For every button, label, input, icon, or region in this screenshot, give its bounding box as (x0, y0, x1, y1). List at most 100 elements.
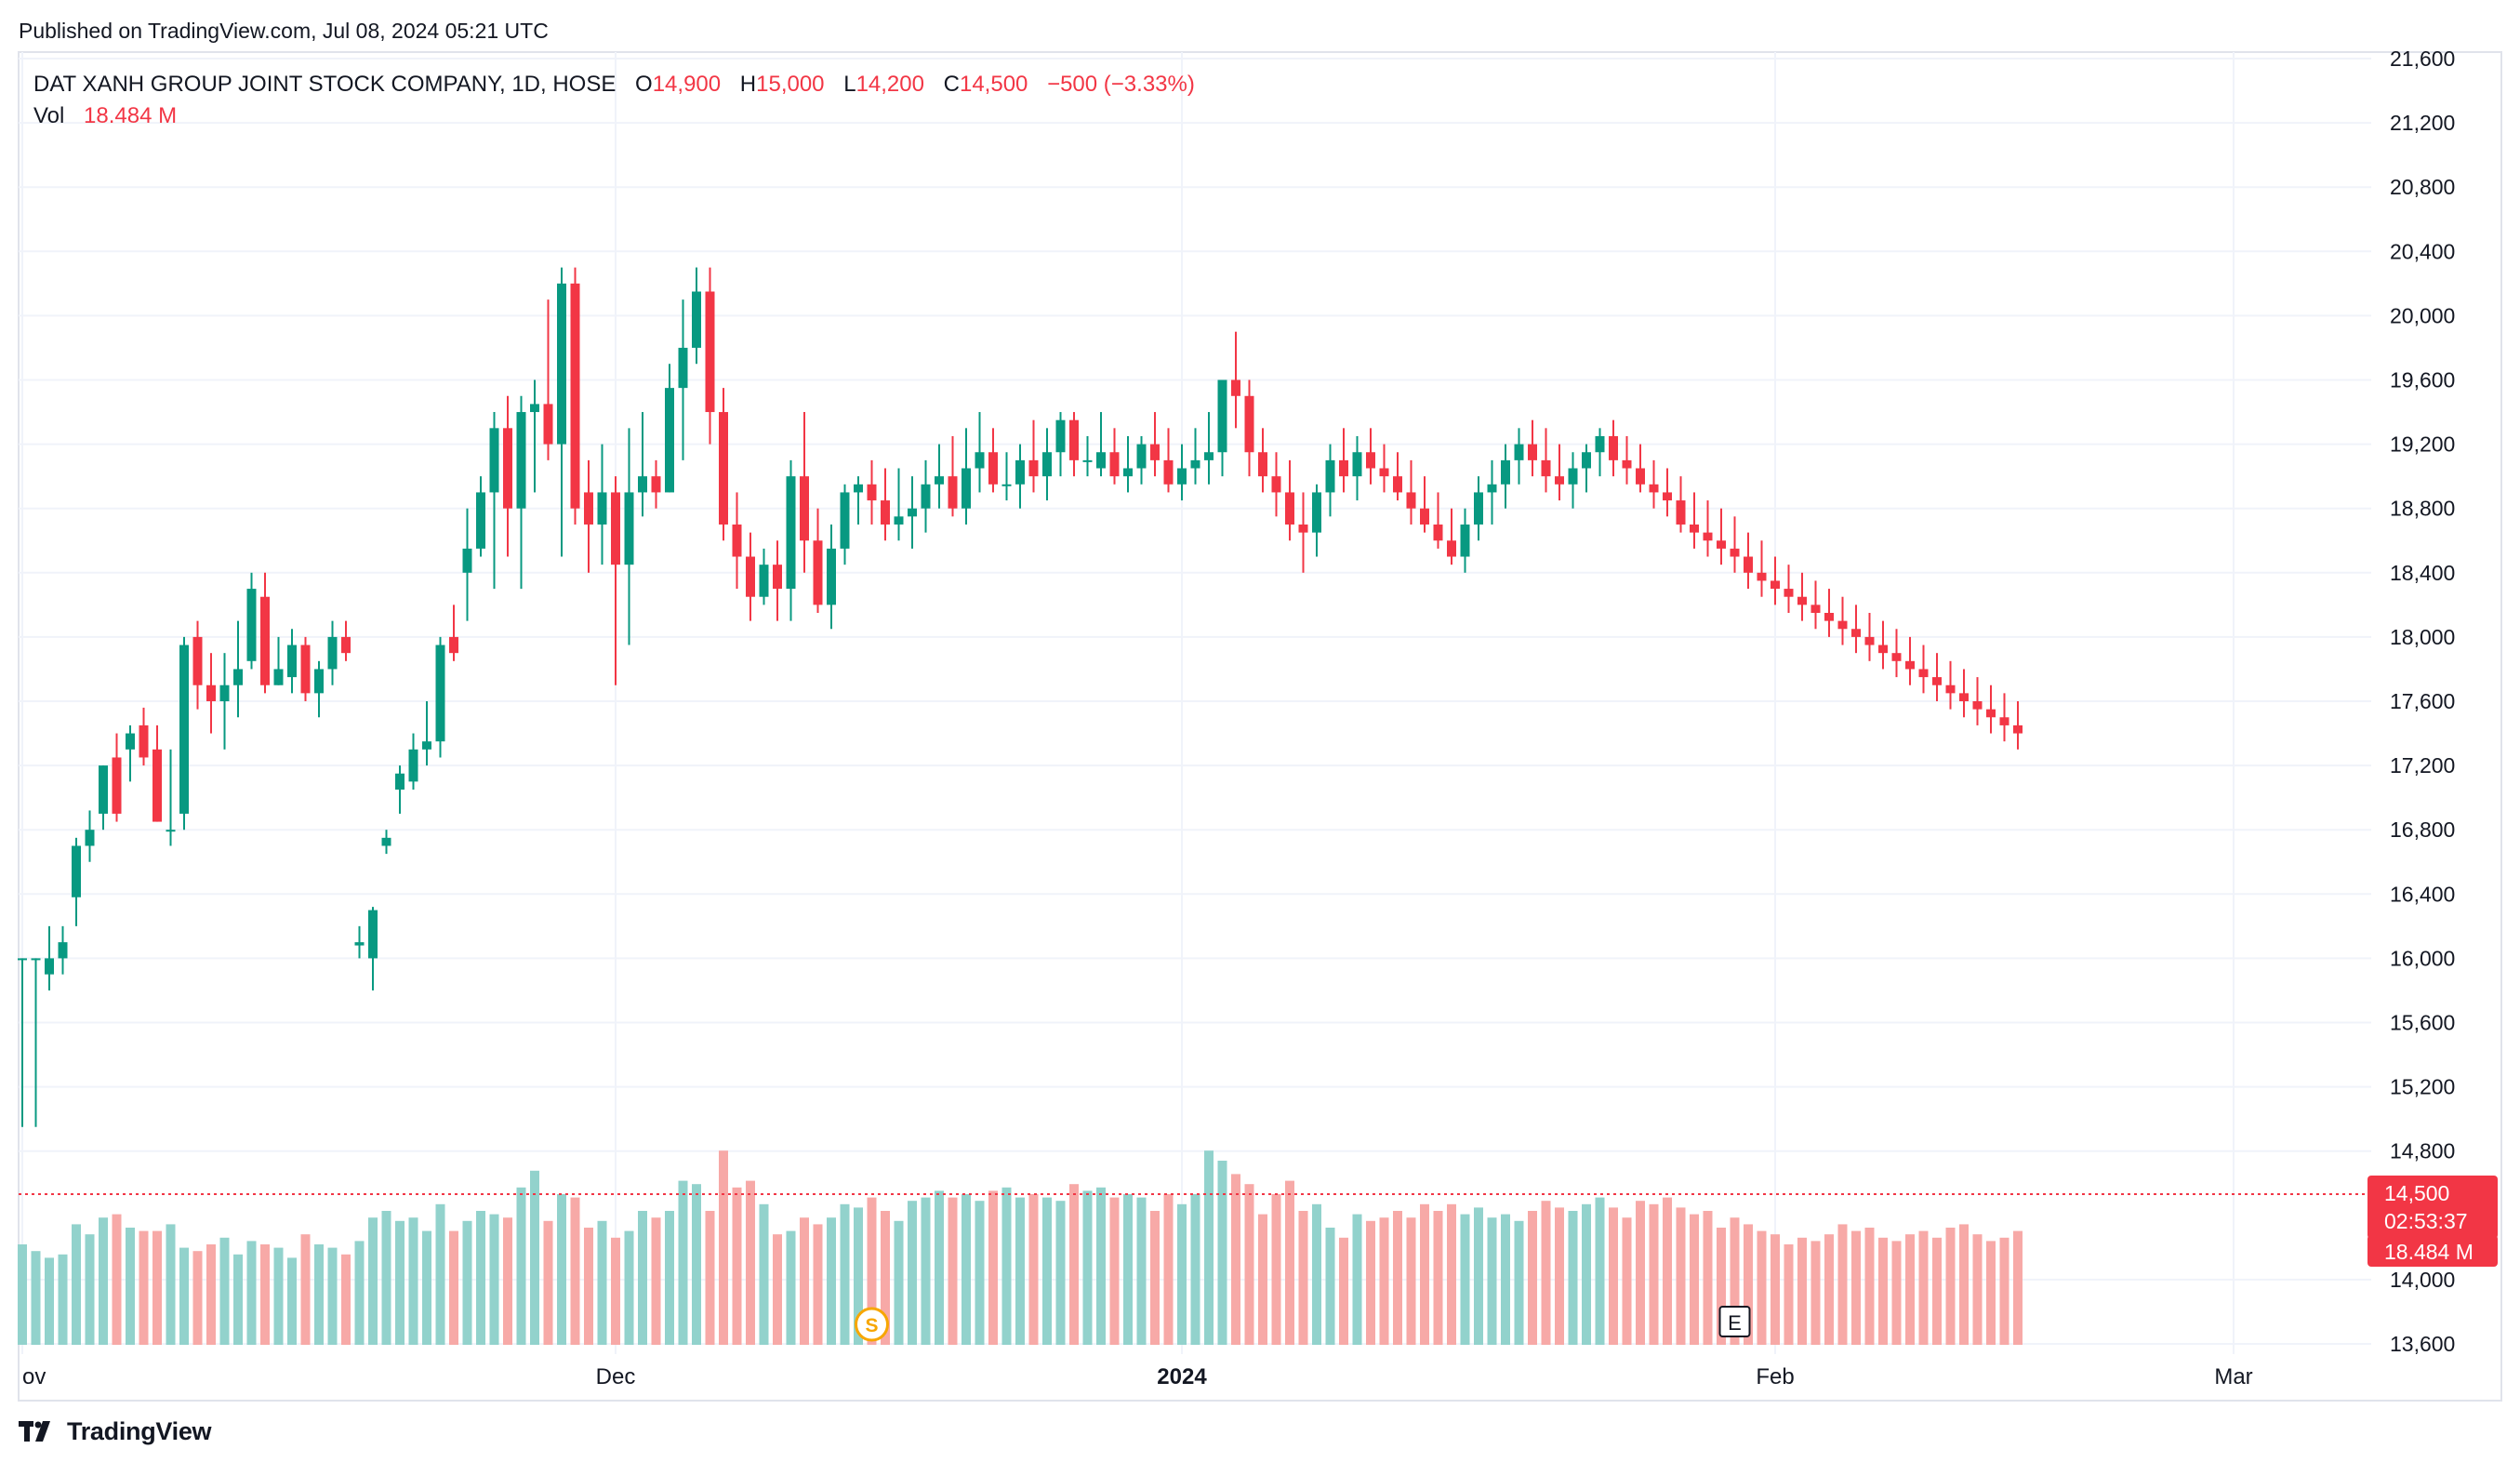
candle-body (1837, 620, 1848, 630)
earnings-marker[interactable] (1718, 1306, 1751, 1337)
volume-bar (31, 1251, 41, 1345)
time-axis[interactable]: ovDec2024FebMarAprMayJunJul (22, 1364, 2520, 1389)
candle-body (1609, 435, 1618, 460)
volume-bar (1932, 1237, 1942, 1345)
legend-h-value: 15,000 (756, 72, 825, 97)
candle-body (1177, 468, 1187, 485)
candle-body (827, 548, 836, 605)
candle-body (1717, 540, 1726, 549)
volume-bar (1136, 1197, 1147, 1345)
candle-body (1190, 459, 1200, 469)
candle-body (840, 492, 850, 549)
volume-bar (1771, 1234, 1780, 1345)
candle-body (759, 565, 769, 597)
legend-symbol[interactable]: DAT XANH GROUP JOINT STOCK COMPANY, 1D, … (33, 72, 617, 97)
tradingview-logo[interactable]: TradingView (19, 1415, 212, 1447)
volume-bar (1999, 1237, 2009, 1345)
volume-bar (516, 1187, 526, 1345)
candle-body (1069, 419, 1079, 460)
split-marker[interactable] (855, 1307, 889, 1342)
volume-bar (327, 1247, 338, 1345)
volume-bar (1555, 1207, 1564, 1345)
volume-bar (503, 1217, 512, 1345)
candle-body (1393, 476, 1402, 493)
volume-bar (192, 1251, 203, 1345)
volume-bar (1217, 1161, 1227, 1345)
volume-bar (1028, 1194, 1039, 1345)
volume-bar (1150, 1211, 1160, 1345)
y-tick-label: 17,600 (2390, 689, 2455, 713)
volume-bar (786, 1230, 796, 1345)
volume-badge-value: 18.484 M (2384, 1240, 2474, 1264)
volume-bar (153, 1230, 162, 1345)
volume-bar (1109, 1197, 1120, 1345)
price-axis[interactable]: 21,600 21,200 20,800 20,400 20,000 19,600 19,2… (2390, 47, 2455, 1356)
volume-bar (1622, 1217, 1632, 1345)
candle-body (1824, 612, 1834, 621)
y-tick-label: 13,600 (2390, 1332, 2455, 1356)
volume-bar (692, 1184, 701, 1345)
candle-body (192, 636, 203, 685)
candle-body (1163, 459, 1174, 485)
event-markers[interactable]: SEE (855, 1306, 2520, 1342)
volume-bar (827, 1217, 836, 1345)
price-badge-countdown: 02:53:37 (2384, 1209, 2468, 1233)
candle-body (99, 765, 108, 814)
candle-body (1231, 379, 1240, 396)
volume-bar (1163, 1194, 1174, 1345)
candle-body (1676, 500, 1686, 525)
candle-body (1851, 629, 1861, 637)
candle-body (908, 508, 917, 517)
candle-body (85, 830, 95, 846)
candle-body (260, 596, 270, 685)
volume-bar (58, 1254, 68, 1345)
volume-bar (1285, 1180, 1294, 1345)
volume-bar (1339, 1237, 1348, 1345)
volume-bar (1258, 1214, 1267, 1345)
candle-body (692, 291, 701, 348)
candle-body (570, 283, 580, 509)
volume-bar (611, 1237, 620, 1345)
candle-body (1945, 684, 1956, 694)
volume-bar (1204, 1150, 1214, 1345)
volume-bar (273, 1247, 284, 1345)
candle-body (678, 347, 688, 389)
candle-body (1878, 645, 1888, 654)
candle-body (2013, 724, 2023, 734)
candle-body (638, 476, 647, 493)
candle-body (1595, 435, 1605, 453)
volume-bar (354, 1241, 365, 1345)
volume-bar (746, 1180, 755, 1345)
candle-body (1028, 459, 1039, 477)
volume-bar (638, 1211, 647, 1345)
candle-body (948, 476, 958, 509)
candle-body (1150, 444, 1160, 460)
volume-bar (1433, 1211, 1443, 1345)
volume-bar (962, 1194, 971, 1345)
volume-bar (1810, 1241, 1821, 1345)
price-badge: 14,500 02:53:37 18.484 M (2367, 1176, 2498, 1267)
candle-body (1406, 492, 1416, 509)
volume-bar (1986, 1241, 1996, 1345)
x-tick-label: Feb (1756, 1364, 1794, 1389)
candle-body (1433, 524, 1443, 541)
volume-bar (1096, 1187, 1106, 1345)
volume-bar (1757, 1230, 1767, 1345)
candle-body (449, 636, 458, 654)
candle-body (1568, 468, 1578, 485)
volume-bar (1487, 1217, 1497, 1345)
candle-body (1972, 701, 1983, 710)
legend-c-value: 14,500 (959, 72, 1028, 97)
volume-bar (1312, 1203, 1321, 1345)
volume-bar (597, 1220, 607, 1345)
y-tick-label: 20,800 (2390, 175, 2455, 199)
candle-body (705, 291, 715, 413)
candle-body (1474, 492, 1483, 525)
candle-body (408, 749, 418, 782)
legend-o-value: 14,900 (652, 72, 722, 97)
volume-bar (1649, 1203, 1659, 1345)
candle-body (1136, 444, 1147, 469)
candle-body (1096, 452, 1106, 469)
y-tick-label: 19,600 (2390, 368, 2455, 392)
